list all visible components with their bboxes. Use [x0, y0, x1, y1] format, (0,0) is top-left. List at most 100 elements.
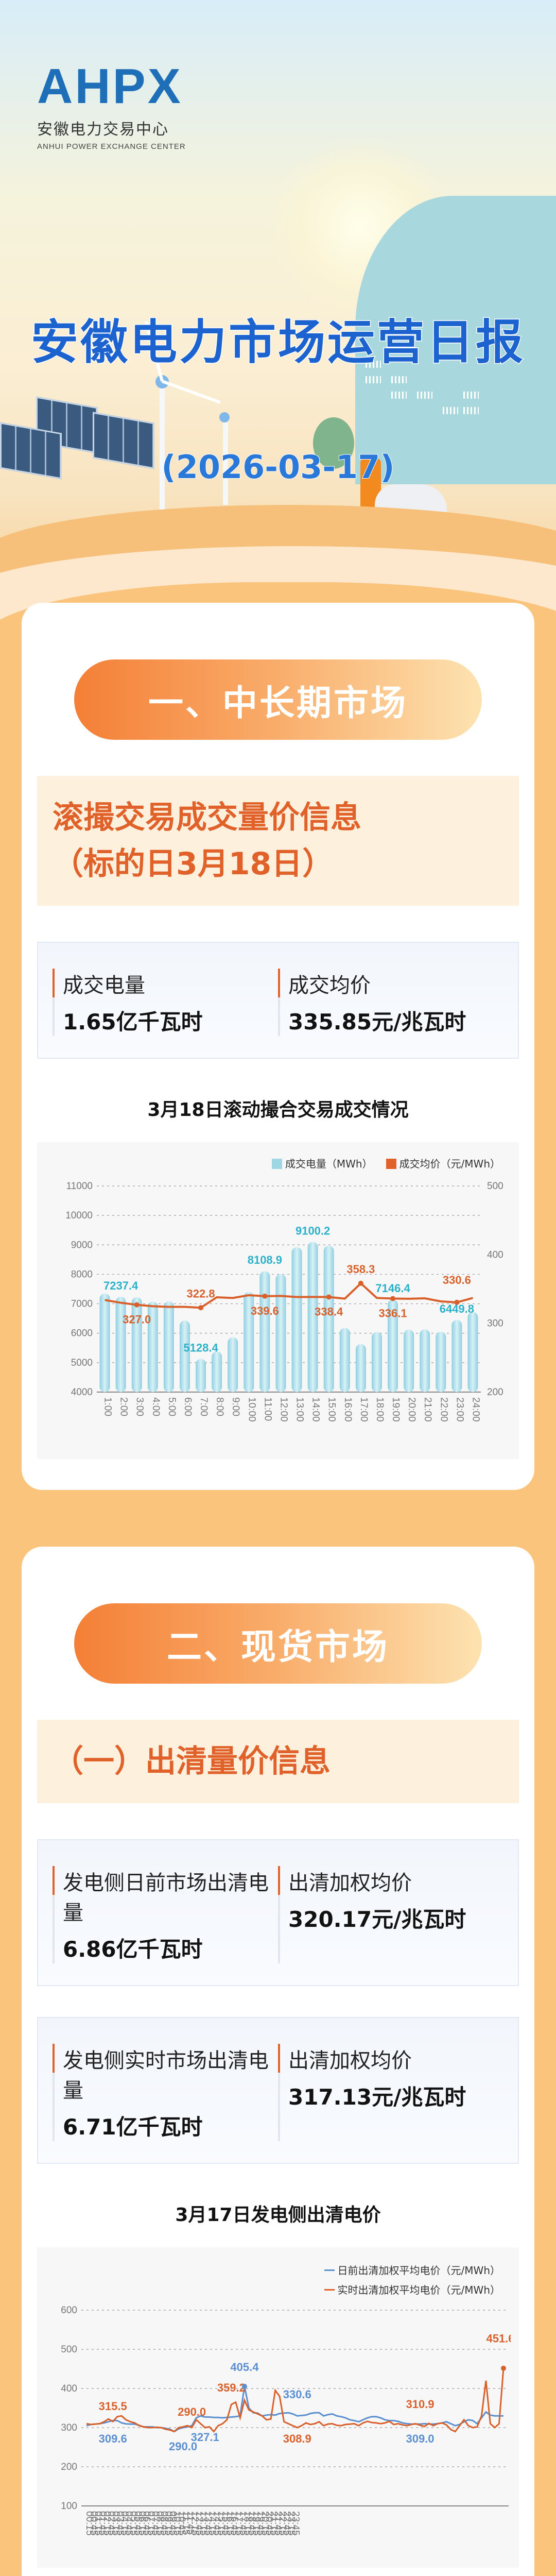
section-title: 一、中长期市场: [74, 659, 482, 740]
svg-text:308.9: 308.9: [283, 2432, 311, 2445]
svg-text:8108.9: 8108.9: [248, 1253, 282, 1266]
svg-text:290.0: 290.0: [178, 2405, 206, 2418]
svg-text:5000: 5000: [71, 1358, 93, 1368]
svg-text:02:45: 02:45: [106, 2511, 117, 2536]
stat-price: 出清加权均价 320.17元/兆瓦时: [278, 1866, 503, 1963]
svg-text:23:00: 23:00: [454, 1397, 465, 1422]
svg-text:338.4: 338.4: [315, 1305, 343, 1318]
stat-price: 成交均价 335.85元/兆瓦时: [278, 969, 503, 1036]
legend-item: 成交电量（MWh）: [271, 1156, 373, 1171]
sub-heading: 滚撮交易成交量价信息 （标的日3月18日）: [37, 776, 519, 906]
report-date: (2026-03-17): [161, 448, 395, 486]
section-title: 二、现货市场: [74, 1603, 482, 1684]
svg-text:4:00: 4:00: [150, 1397, 161, 1416]
svg-text:8000: 8000: [71, 1269, 93, 1280]
svg-text:11:00: 11:00: [262, 1397, 273, 1421]
stat-label: 成交电量: [63, 974, 145, 997]
svg-text:07:15: 07:15: [145, 2511, 156, 2536]
svg-text:18:45: 18:45: [246, 2511, 257, 2536]
svg-text:300: 300: [487, 1318, 503, 1329]
stat-box-day-ahead: 发电侧日前市场出清电量 6.86亿千瓦时 出清加权均价 320.17元/兆瓦时: [37, 1839, 519, 1986]
svg-text:03:15: 03:15: [110, 2511, 121, 2536]
svg-text:200: 200: [487, 1387, 503, 1398]
svg-text:21:45: 21:45: [273, 2511, 284, 2536]
svg-text:01:45: 01:45: [97, 2511, 108, 2536]
stat-price: 出清加权均价 317.13元/兆瓦时: [278, 2044, 503, 2141]
svg-text:06:45: 06:45: [141, 2511, 152, 2536]
svg-text:05:45: 05:45: [132, 2511, 143, 2536]
svg-text:20:15: 20:15: [259, 2511, 270, 2536]
svg-text:200: 200: [61, 2462, 77, 2472]
logo-mark: AHPX: [37, 59, 183, 114]
svg-text:07:45: 07:45: [150, 2511, 161, 2536]
chart-title: 3月17日发电侧出清电价: [175, 2205, 381, 2226]
svg-text:09:15: 09:15: [163, 2511, 173, 2536]
svg-text:8:00: 8:00: [214, 1397, 225, 1416]
logo: AHPX 安徽电力交易中心 ANHUI POWER EXCHANGE CENTE…: [37, 62, 186, 151]
svg-text:12:00: 12:00: [278, 1397, 289, 1422]
svg-text:02:15: 02:15: [101, 2511, 112, 2536]
svg-text:359.2: 359.2: [217, 2381, 246, 2394]
svg-text:10:00: 10:00: [246, 1397, 257, 1422]
svg-text:327.1: 327.1: [191, 2431, 219, 2444]
svg-text:16:00: 16:00: [342, 1397, 353, 1422]
svg-text:23:45: 23:45: [290, 2511, 301, 2536]
svg-text:11:45: 11:45: [185, 2511, 196, 2535]
svg-text:290.0: 290.0: [169, 2440, 197, 2453]
svg-text:16:15: 16:15: [224, 2511, 235, 2536]
clearing-price-chart: 日前出清加权平均电价（元/MWh） 实时出清加权平均电价（元/MWh） 100 2…: [37, 2247, 519, 2568]
svg-text:7:00: 7:00: [198, 1397, 209, 1416]
hero-banner: AHPX 安徽电力交易中心 ANHUI POWER EXCHANGE CENTE…: [0, 0, 556, 665]
svg-text:22:45: 22:45: [282, 2511, 292, 2536]
svg-text:6:00: 6:00: [182, 1397, 193, 1416]
svg-text:400: 400: [61, 2383, 77, 2394]
svg-text:309.6: 309.6: [99, 2432, 127, 2445]
svg-text:01:15: 01:15: [93, 2511, 103, 2536]
section-mid-long-term: 一、中长期市场 滚撮交易成交量价信息 （标的日3月18日） 成交电量 1.65亿…: [22, 603, 534, 1490]
svg-text:04:15: 04:15: [119, 2511, 130, 2536]
sub-heading-line2: （标的日3月18日）: [53, 846, 334, 882]
svg-text:12:15: 12:15: [189, 2511, 200, 2536]
svg-text:11:15: 11:15: [181, 2511, 192, 2535]
stat-volume: 成交电量 1.65亿千瓦时: [53, 969, 278, 1036]
svg-text:17:15: 17:15: [233, 2511, 244, 2536]
tree-icon: [313, 417, 354, 469]
svg-text:13:15: 13:15: [198, 2511, 209, 2536]
wind-turbine-icon: [223, 417, 228, 505]
stat-volume: 发电侧实时市场出清电量 6.71亿千瓦时: [53, 2044, 278, 2141]
svg-text:7146.4: 7146.4: [375, 1282, 410, 1295]
svg-text:12:45: 12:45: [194, 2511, 204, 2536]
page-title: 安徽电力市场运营日报: [30, 314, 525, 371]
svg-text:14:45: 14:45: [211, 2511, 222, 2536]
svg-text:4000: 4000: [71, 1387, 93, 1398]
svg-text:2:00: 2:00: [118, 1397, 129, 1416]
svg-text:451.6: 451.6: [486, 2332, 511, 2345]
chart-legend: 日前出清加权平均电价（元/MWh） 实时出清加权平均电价（元/MWh）: [45, 2256, 511, 2300]
svg-text:18:15: 18:15: [242, 2511, 253, 2536]
sub-heading-line1: 滚撮交易成交量价信息: [53, 800, 361, 836]
svg-text:00:45: 00:45: [89, 2511, 99, 2536]
svg-text:20:45: 20:45: [264, 2511, 275, 2536]
svg-text:5:00: 5:00: [166, 1397, 177, 1416]
svg-text:08:15: 08:15: [154, 2511, 165, 2536]
svg-text:15:45: 15:45: [220, 2511, 231, 2536]
svg-text:309.0: 309.0: [406, 2432, 434, 2445]
svg-text:330.6: 330.6: [443, 1274, 471, 1286]
svg-text:7000: 7000: [71, 1299, 93, 1310]
svg-text:358.3: 358.3: [346, 1263, 375, 1276]
svg-text:19:00: 19:00: [390, 1397, 401, 1422]
svg-text:18:00: 18:00: [374, 1397, 385, 1422]
svg-text:15:15: 15:15: [216, 2511, 227, 2536]
svg-text:21:00: 21:00: [422, 1397, 433, 1422]
section-spot-market: 二、现货市场 （一）出清量价信息 发电侧日前市场出清电量 6.86亿千瓦时 出清…: [22, 1547, 534, 2576]
svg-text:310.9: 310.9: [406, 2398, 434, 2411]
svg-text:03:45: 03:45: [115, 2511, 126, 2536]
chart-legend: 成交电量（MWh） 成交均价（元/MWh）: [45, 1150, 511, 1171]
svg-text:100: 100: [61, 2501, 77, 2512]
svg-text:500: 500: [61, 2344, 77, 2355]
svg-text:17:00: 17:00: [358, 1397, 369, 1422]
stat-label: 成交均价: [288, 974, 371, 997]
svg-text:1:00: 1:00: [102, 1397, 113, 1416]
svg-text:14:15: 14:15: [207, 2511, 218, 2536]
svg-text:13:45: 13:45: [202, 2511, 213, 2536]
